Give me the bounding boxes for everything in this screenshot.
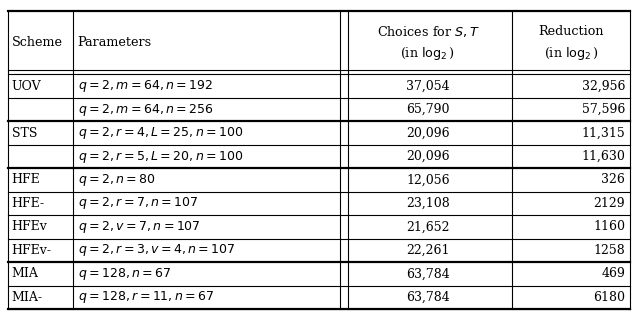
Text: Parameters: Parameters <box>77 36 151 49</box>
Text: MIA-: MIA- <box>11 291 43 304</box>
Text: Scheme: Scheme <box>11 36 63 49</box>
Text: 63,784: 63,784 <box>406 268 450 280</box>
Text: 6180: 6180 <box>593 291 625 304</box>
Text: (in $\log_2$): (in $\log_2$) <box>401 45 456 62</box>
Text: $q=2, v=7, n=107$: $q=2, v=7, n=107$ <box>78 219 201 235</box>
Text: 65,790: 65,790 <box>406 103 450 116</box>
Text: Choices for $S, T$: Choices for $S, T$ <box>376 24 479 39</box>
Text: $q=2, m=64, n=192$: $q=2, m=64, n=192$ <box>78 78 213 94</box>
Text: 1258: 1258 <box>593 244 625 257</box>
Text: $q=128, n=67$: $q=128, n=67$ <box>78 266 172 282</box>
Text: 20,096: 20,096 <box>406 126 450 140</box>
Text: UOV: UOV <box>11 80 41 92</box>
Text: 20,096: 20,096 <box>406 150 450 163</box>
Text: 12,056: 12,056 <box>406 173 450 187</box>
Text: HFEv-: HFEv- <box>11 244 52 257</box>
Text: STS: STS <box>11 126 37 140</box>
Text: 326: 326 <box>601 173 625 187</box>
Text: 32,956: 32,956 <box>582 80 625 92</box>
Text: HFE: HFE <box>11 173 40 187</box>
Text: $q=2, m=64, n=256$: $q=2, m=64, n=256$ <box>78 101 214 117</box>
Text: 469: 469 <box>601 268 625 280</box>
Text: $q=2, r=3, v=4, n=107$: $q=2, r=3, v=4, n=107$ <box>78 243 236 259</box>
Text: 37,054: 37,054 <box>406 80 450 92</box>
Text: (in $\log_2$): (in $\log_2$) <box>544 45 598 62</box>
Text: $q=2, r=7, n=107$: $q=2, r=7, n=107$ <box>78 196 198 212</box>
Text: 22,261: 22,261 <box>406 244 450 257</box>
Text: 21,652: 21,652 <box>406 220 450 233</box>
Text: 11,315: 11,315 <box>581 126 625 140</box>
Text: 57,596: 57,596 <box>582 103 625 116</box>
Text: $q=128, r=11, n=67$: $q=128, r=11, n=67$ <box>78 289 214 305</box>
Text: 63,784: 63,784 <box>406 291 450 304</box>
Text: 1160: 1160 <box>593 220 625 233</box>
Text: $q=2, r=5, L=20, n=100$: $q=2, r=5, L=20, n=100$ <box>78 148 244 164</box>
Text: Reduction: Reduction <box>538 25 604 38</box>
Text: HFEv: HFEv <box>11 220 47 233</box>
Text: HFE-: HFE- <box>11 197 45 210</box>
Text: $q=2, r=4, L=25, n=100$: $q=2, r=4, L=25, n=100$ <box>78 125 244 141</box>
Text: 11,630: 11,630 <box>581 150 625 163</box>
Text: 2129: 2129 <box>593 197 625 210</box>
Text: $q=2, n=80$: $q=2, n=80$ <box>78 172 156 188</box>
Text: MIA: MIA <box>11 268 38 280</box>
Text: 23,108: 23,108 <box>406 197 450 210</box>
